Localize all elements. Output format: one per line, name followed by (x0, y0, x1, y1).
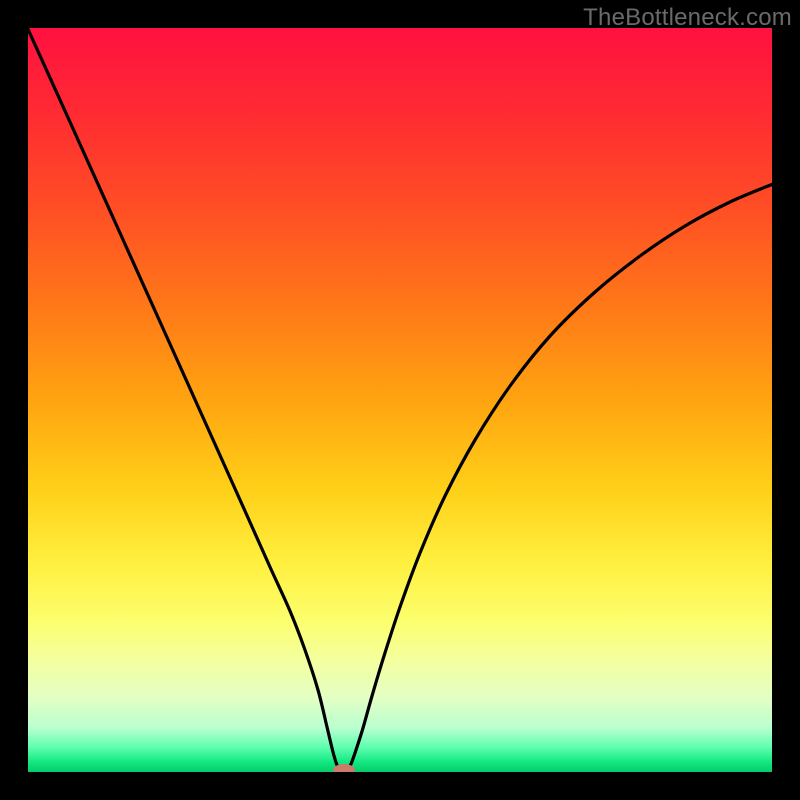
bottleneck-chart (0, 0, 800, 800)
watermark-text: TheBottleneck.com (583, 4, 792, 32)
chart-container: TheBottleneck.com (0, 0, 800, 800)
plot-background (27, 27, 773, 773)
